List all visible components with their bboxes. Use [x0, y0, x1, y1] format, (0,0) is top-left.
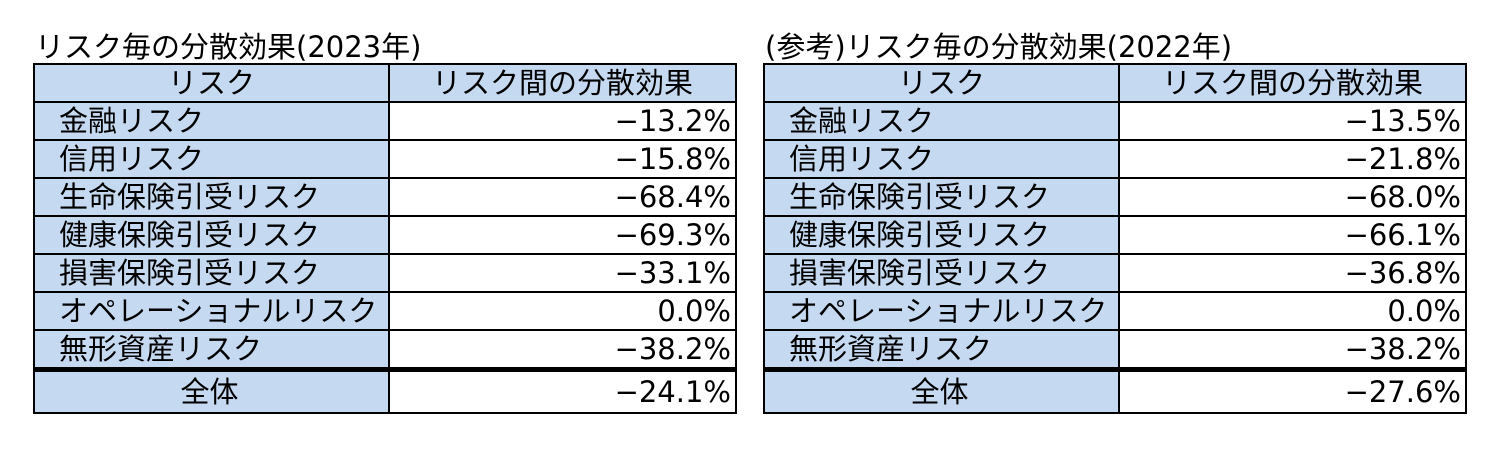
risk-label: 生命保険引受リスク [763, 177, 1120, 217]
row: 損害保険引受リスク −33.1% [33, 253, 737, 293]
header-cell: リスク [763, 63, 1120, 103]
risk-value: −15.8% [388, 139, 737, 179]
risk-label: 生命保険引受リスク [33, 177, 390, 217]
header-row: リスク リスク間の分散効果 [33, 63, 737, 103]
risk-value: −13.5% [1118, 101, 1467, 141]
header-cell: リスク [33, 63, 390, 103]
table: リスク リスク間の分散効果 金融リスク −13.5% 信用リスク −21.8% 生命保険引受… [763, 63, 1467, 414]
row: 損害保険引受リスク −36.8% [763, 253, 1467, 293]
row: オペレーショナルリスク 0.0% [33, 291, 737, 331]
risk-value: −21.8% [1118, 139, 1467, 179]
risk-value: −38.2% [388, 329, 737, 371]
table-title: (参考)リスク毎の分散効果(2022年) [765, 30, 1233, 64]
row: オペレーショナルリスク 0.0% [763, 291, 1467, 331]
row: 無形資産リスク −38.2% [33, 329, 737, 371]
risk-label: オペレーショナルリスク [763, 291, 1120, 331]
risk-label: 損害保険引受リスク [33, 253, 390, 293]
row: 無形資産リスク −38.2% [763, 329, 1467, 371]
total-value: −24.1% [388, 367, 737, 414]
header-row: リスク リスク間の分散効果 [763, 63, 1467, 103]
risk-label: オペレーショナルリスク [33, 291, 390, 331]
risk-value: −33.1% [388, 253, 737, 293]
row: 生命保険引受リスク −68.0% [763, 177, 1467, 217]
risk-label: 金融リスク [763, 101, 1120, 141]
risk-label: 無形資産リスク [763, 329, 1120, 371]
risk-label: 健康保険引受リスク [763, 215, 1120, 255]
risk-label: 健康保険引受リスク [33, 215, 390, 255]
risk-value: −36.8% [1118, 253, 1467, 293]
total-label: 全体 [33, 367, 390, 414]
table-title: リスク毎の分散効果(2023年) [35, 30, 422, 64]
risk-value: 0.0% [388, 291, 737, 331]
header-cell: リスク間の分散効果 [388, 63, 737, 103]
risk-value: −13.2% [388, 101, 737, 141]
risk-label: 信用リスク [33, 139, 390, 179]
risk-label: 金融リスク [33, 101, 390, 141]
total-label: 全体 [763, 367, 1120, 414]
total-row: 全体 −27.6% [763, 367, 1467, 414]
header-cell: リスク間の分散効果 [1118, 63, 1467, 103]
risk-label: 無形資産リスク [33, 329, 390, 371]
risk-value: −66.1% [1118, 215, 1467, 255]
row: 健康保険引受リスク −69.3% [33, 215, 737, 255]
risk-label: 信用リスク [763, 139, 1120, 179]
risk-value: −68.0% [1118, 177, 1467, 217]
risk-value: −38.2% [1118, 329, 1467, 371]
risk-value: −69.3% [388, 215, 737, 255]
row: 信用リスク −15.8% [33, 139, 737, 179]
total-value: −27.6% [1118, 367, 1467, 414]
row: 健康保険引受リスク −66.1% [763, 215, 1467, 255]
row: 金融リスク −13.5% [763, 101, 1467, 141]
row: 生命保険引受リスク −68.4% [33, 177, 737, 217]
risk-label: 損害保険引受リスク [763, 253, 1120, 293]
total-row: 全体 −24.1% [33, 367, 737, 414]
table: リスク リスク間の分散効果 金融リスク −13.2% 信用リスク −15.8% 生命保険引受… [33, 63, 737, 414]
row: 金融リスク −13.2% [33, 101, 737, 141]
risk-value: 0.0% [1118, 291, 1467, 331]
row: 信用リスク −21.8% [763, 139, 1467, 179]
risk-value: −68.4% [388, 177, 737, 217]
